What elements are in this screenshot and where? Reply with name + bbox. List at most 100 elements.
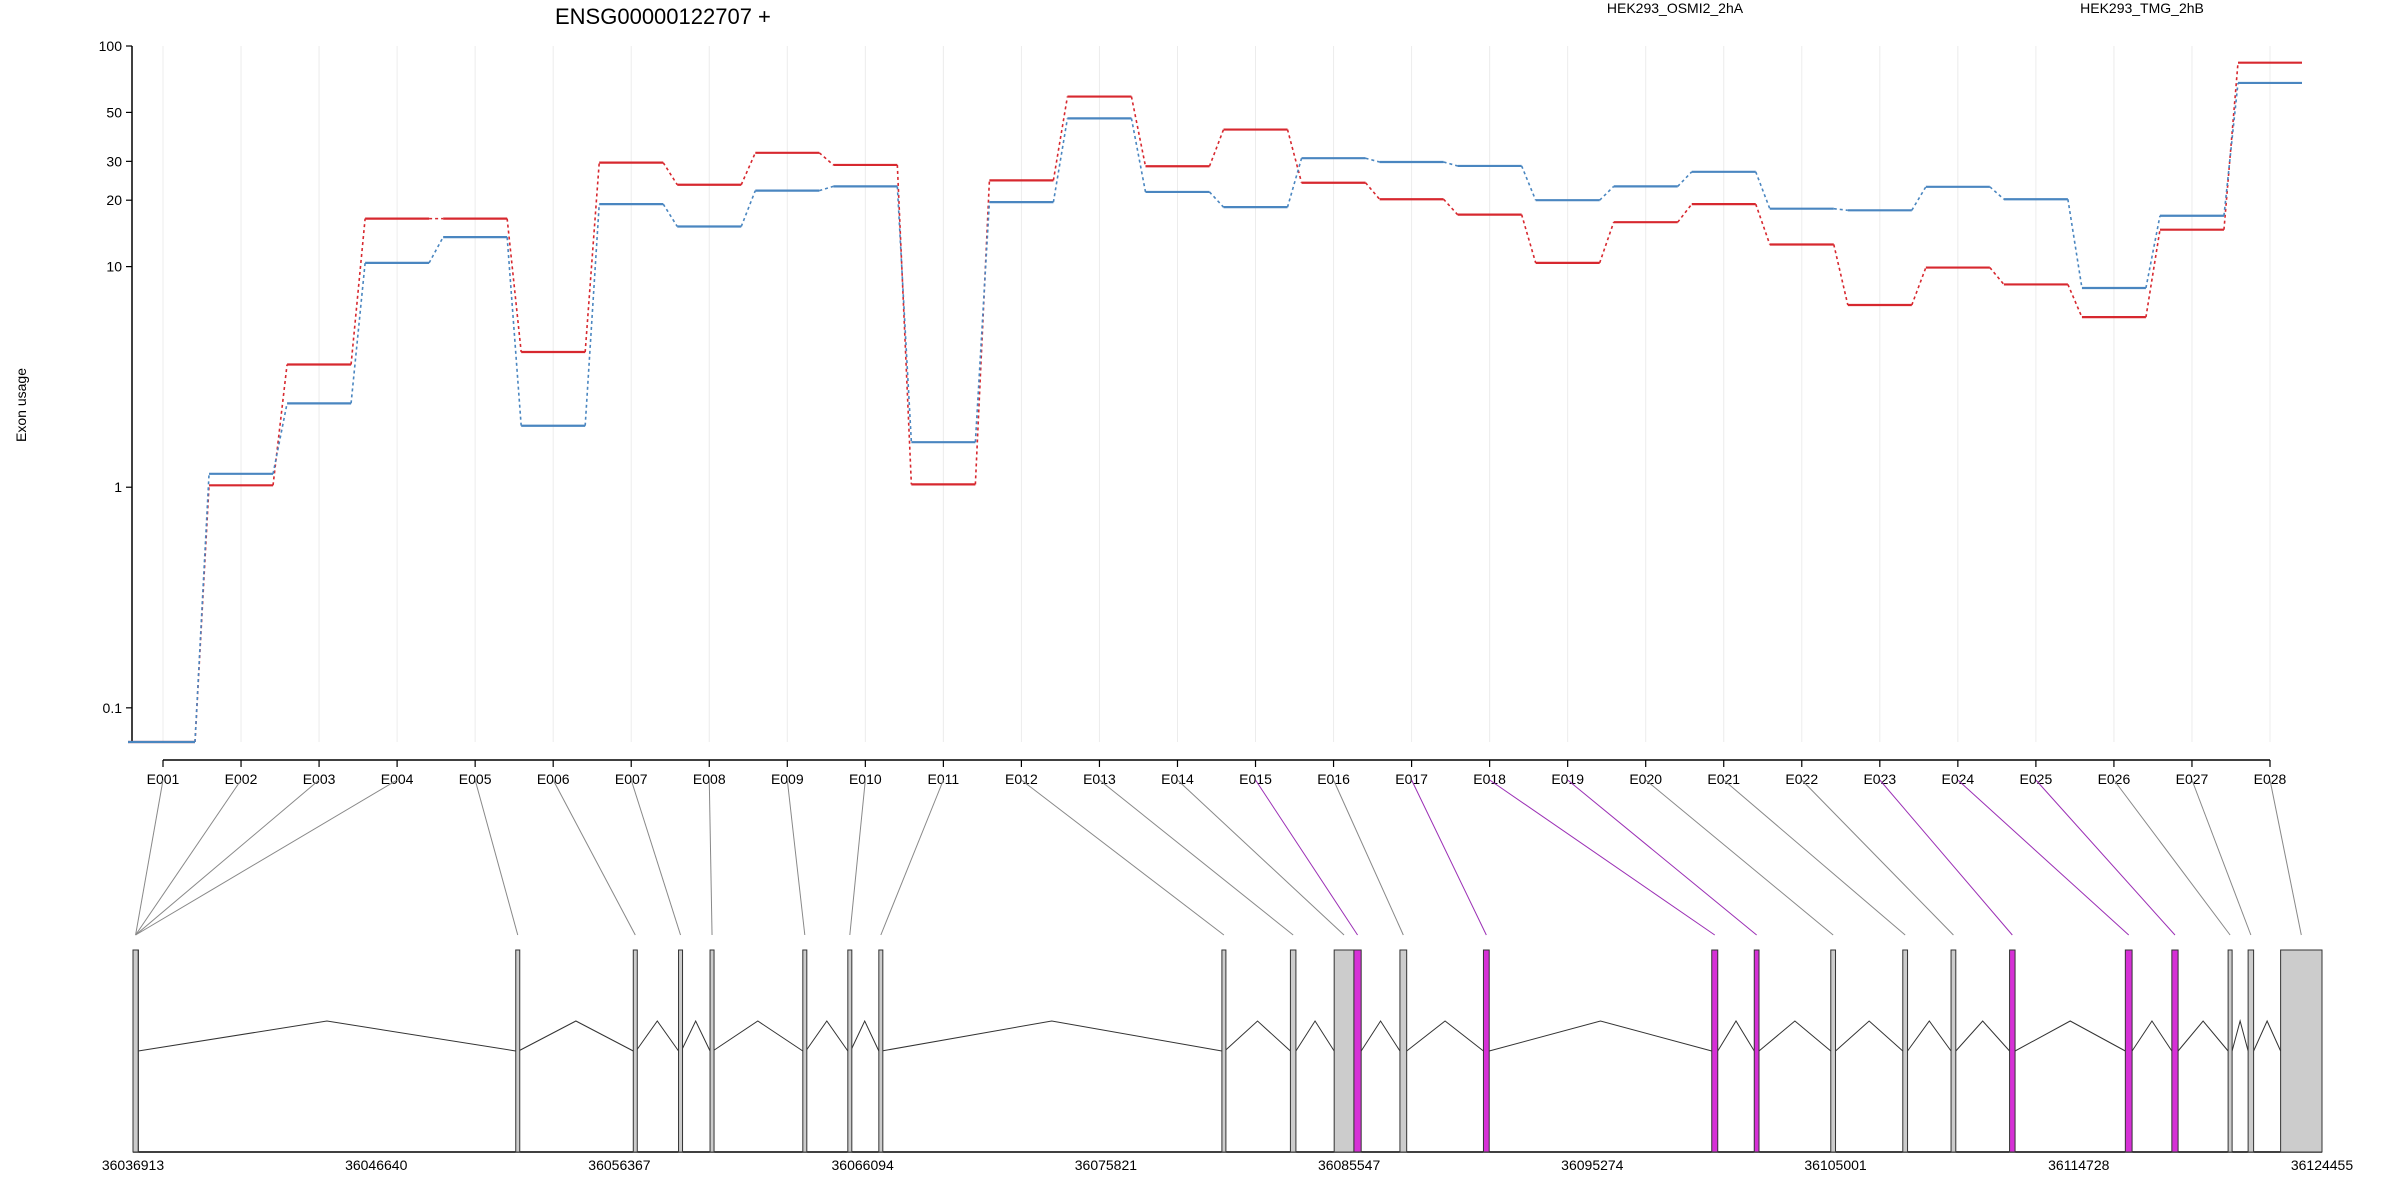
series-1-connector bbox=[896, 164, 913, 485]
exon-connector-e012 bbox=[1021, 779, 1225, 936]
series-1 bbox=[128, 61, 2302, 744]
genomic-coordinate-label: 36124455 bbox=[2291, 1157, 2354, 1173]
exon-connector-e013 bbox=[1099, 779, 1294, 936]
exon-e028 bbox=[2280, 949, 2323, 1153]
x-tick-label-e001: E001 bbox=[147, 771, 180, 787]
x-tick-label-e012: E012 bbox=[1005, 771, 1038, 787]
x-tick-label-e013: E013 bbox=[1083, 771, 1116, 787]
series-1-connector bbox=[1677, 203, 1693, 223]
intron bbox=[805, 1020, 849, 1052]
intron bbox=[2131, 1020, 2173, 1052]
exon-e021 bbox=[1902, 949, 1909, 1153]
chart-title: ENSG00000122707 + bbox=[555, 4, 771, 29]
y-tick-label: 0.1 bbox=[103, 700, 123, 716]
exon-e017 bbox=[1482, 949, 1490, 1153]
exon-e009 bbox=[802, 949, 808, 1153]
series-1-connector bbox=[1443, 198, 1459, 216]
series-1-connector bbox=[1911, 267, 1927, 306]
exon-connector-e010 bbox=[849, 779, 866, 936]
exon-connector-e022 bbox=[1801, 779, 1954, 936]
series-1-connector bbox=[350, 218, 366, 365]
series-2-connector bbox=[2223, 82, 2239, 216]
x-tick-label-e011: E011 bbox=[928, 771, 960, 787]
x-tick-label-e007: E007 bbox=[615, 771, 648, 787]
y-tick-label: 20 bbox=[106, 192, 122, 208]
series-2-connector bbox=[1443, 161, 1458, 167]
x-tick-label-e022: E022 bbox=[1785, 771, 1818, 787]
series-1-connector bbox=[1754, 203, 1771, 245]
y-tick-label: 50 bbox=[106, 104, 122, 120]
series-2-connector bbox=[1365, 157, 1380, 163]
intron bbox=[1360, 1020, 1401, 1052]
series-1-connector bbox=[1520, 214, 1537, 264]
exon-e011 bbox=[878, 949, 884, 1153]
intron bbox=[2231, 1019, 2249, 1052]
x-tick-label-e016: E016 bbox=[1317, 771, 1350, 787]
series-1-connector bbox=[662, 162, 678, 186]
genomic-coordinate-label: 36056367 bbox=[588, 1157, 651, 1173]
x-tick-label-e005: E005 bbox=[459, 771, 492, 787]
series-2-connector bbox=[896, 186, 913, 443]
exon-connector-e005 bbox=[474, 779, 519, 936]
exon-e008 bbox=[709, 949, 715, 1153]
series-2-connector bbox=[428, 236, 444, 264]
series-2-connector bbox=[1599, 185, 1615, 201]
exon-e022 bbox=[1950, 949, 1957, 1153]
y-tick-label: 10 bbox=[106, 259, 122, 275]
series-1-connector bbox=[1052, 96, 1069, 181]
genomic-coordinate-label: 36105001 bbox=[1804, 1157, 1867, 1173]
intron bbox=[680, 1019, 711, 1052]
series-2-connector bbox=[1052, 118, 1069, 203]
exon-connector-e006 bbox=[552, 779, 636, 936]
genomic-coordinate-label: 36095274 bbox=[1561, 1157, 1624, 1173]
x-tick-label-e028: E028 bbox=[2254, 771, 2287, 787]
x-tick-label-e006: E006 bbox=[537, 771, 570, 787]
exon-connector-e014 bbox=[1177, 779, 1345, 936]
series-2-connector bbox=[506, 237, 522, 426]
x-tick-label-e008: E008 bbox=[693, 771, 726, 787]
x-tick-label-e009: E009 bbox=[771, 771, 804, 787]
series-2-connector bbox=[1677, 171, 1693, 187]
series-2-connector bbox=[974, 202, 991, 443]
x-tick-label-e023: E023 bbox=[1863, 771, 1896, 787]
intron bbox=[881, 1020, 1222, 1052]
exon-connector-e026 bbox=[2113, 779, 2231, 936]
series-2-connector bbox=[740, 190, 757, 227]
series-2-connector bbox=[2067, 199, 2083, 289]
exon-connector-e007 bbox=[630, 779, 682, 936]
exon-connector-e016 bbox=[1333, 779, 1404, 936]
legend-entry-osmi2: HEK293_OSMI2_2hA bbox=[1607, 0, 1744, 16]
genomic-coordinate-label: 36114728 bbox=[2048, 1157, 2109, 1173]
series-2-connector bbox=[2145, 215, 2161, 289]
y-tick-label: 100 bbox=[99, 38, 123, 54]
exon-connector-e009 bbox=[786, 779, 806, 936]
exon-e019 bbox=[1753, 949, 1760, 1153]
intron bbox=[1489, 1020, 1712, 1052]
series-1-connector bbox=[740, 152, 757, 186]
series-1-connector bbox=[1286, 129, 1303, 183]
exon-connector-e011 bbox=[880, 779, 944, 936]
y-axis-label: Exon usage bbox=[13, 368, 29, 442]
series-2-connector bbox=[194, 473, 210, 743]
exon-connector-e002 bbox=[135, 779, 242, 936]
intron bbox=[1835, 1020, 1904, 1052]
series-2-connector bbox=[1754, 171, 1771, 209]
intron bbox=[1717, 1020, 1755, 1052]
x-tick-label-e027: E027 bbox=[2176, 771, 2209, 787]
exon-connector-e024 bbox=[1957, 779, 2130, 936]
series-2-connector bbox=[1911, 186, 1927, 211]
intron bbox=[1224, 1020, 1291, 1052]
exon-connector-e028 bbox=[2269, 779, 2302, 936]
series-2-connector bbox=[584, 204, 601, 426]
exon-e024 bbox=[2124, 949, 2133, 1153]
intron bbox=[1406, 1020, 1484, 1052]
exon-e005 bbox=[515, 949, 521, 1153]
exon-e013 bbox=[1289, 949, 1297, 1153]
genomic-coordinate-label: 36075821 bbox=[1075, 1157, 1138, 1173]
series-2-connector bbox=[1208, 191, 1225, 208]
series-2-connector bbox=[662, 203, 678, 227]
series-1-connector bbox=[1364, 182, 1381, 200]
series-2-connector bbox=[1286, 157, 1303, 208]
series-1-connector bbox=[1208, 129, 1225, 167]
